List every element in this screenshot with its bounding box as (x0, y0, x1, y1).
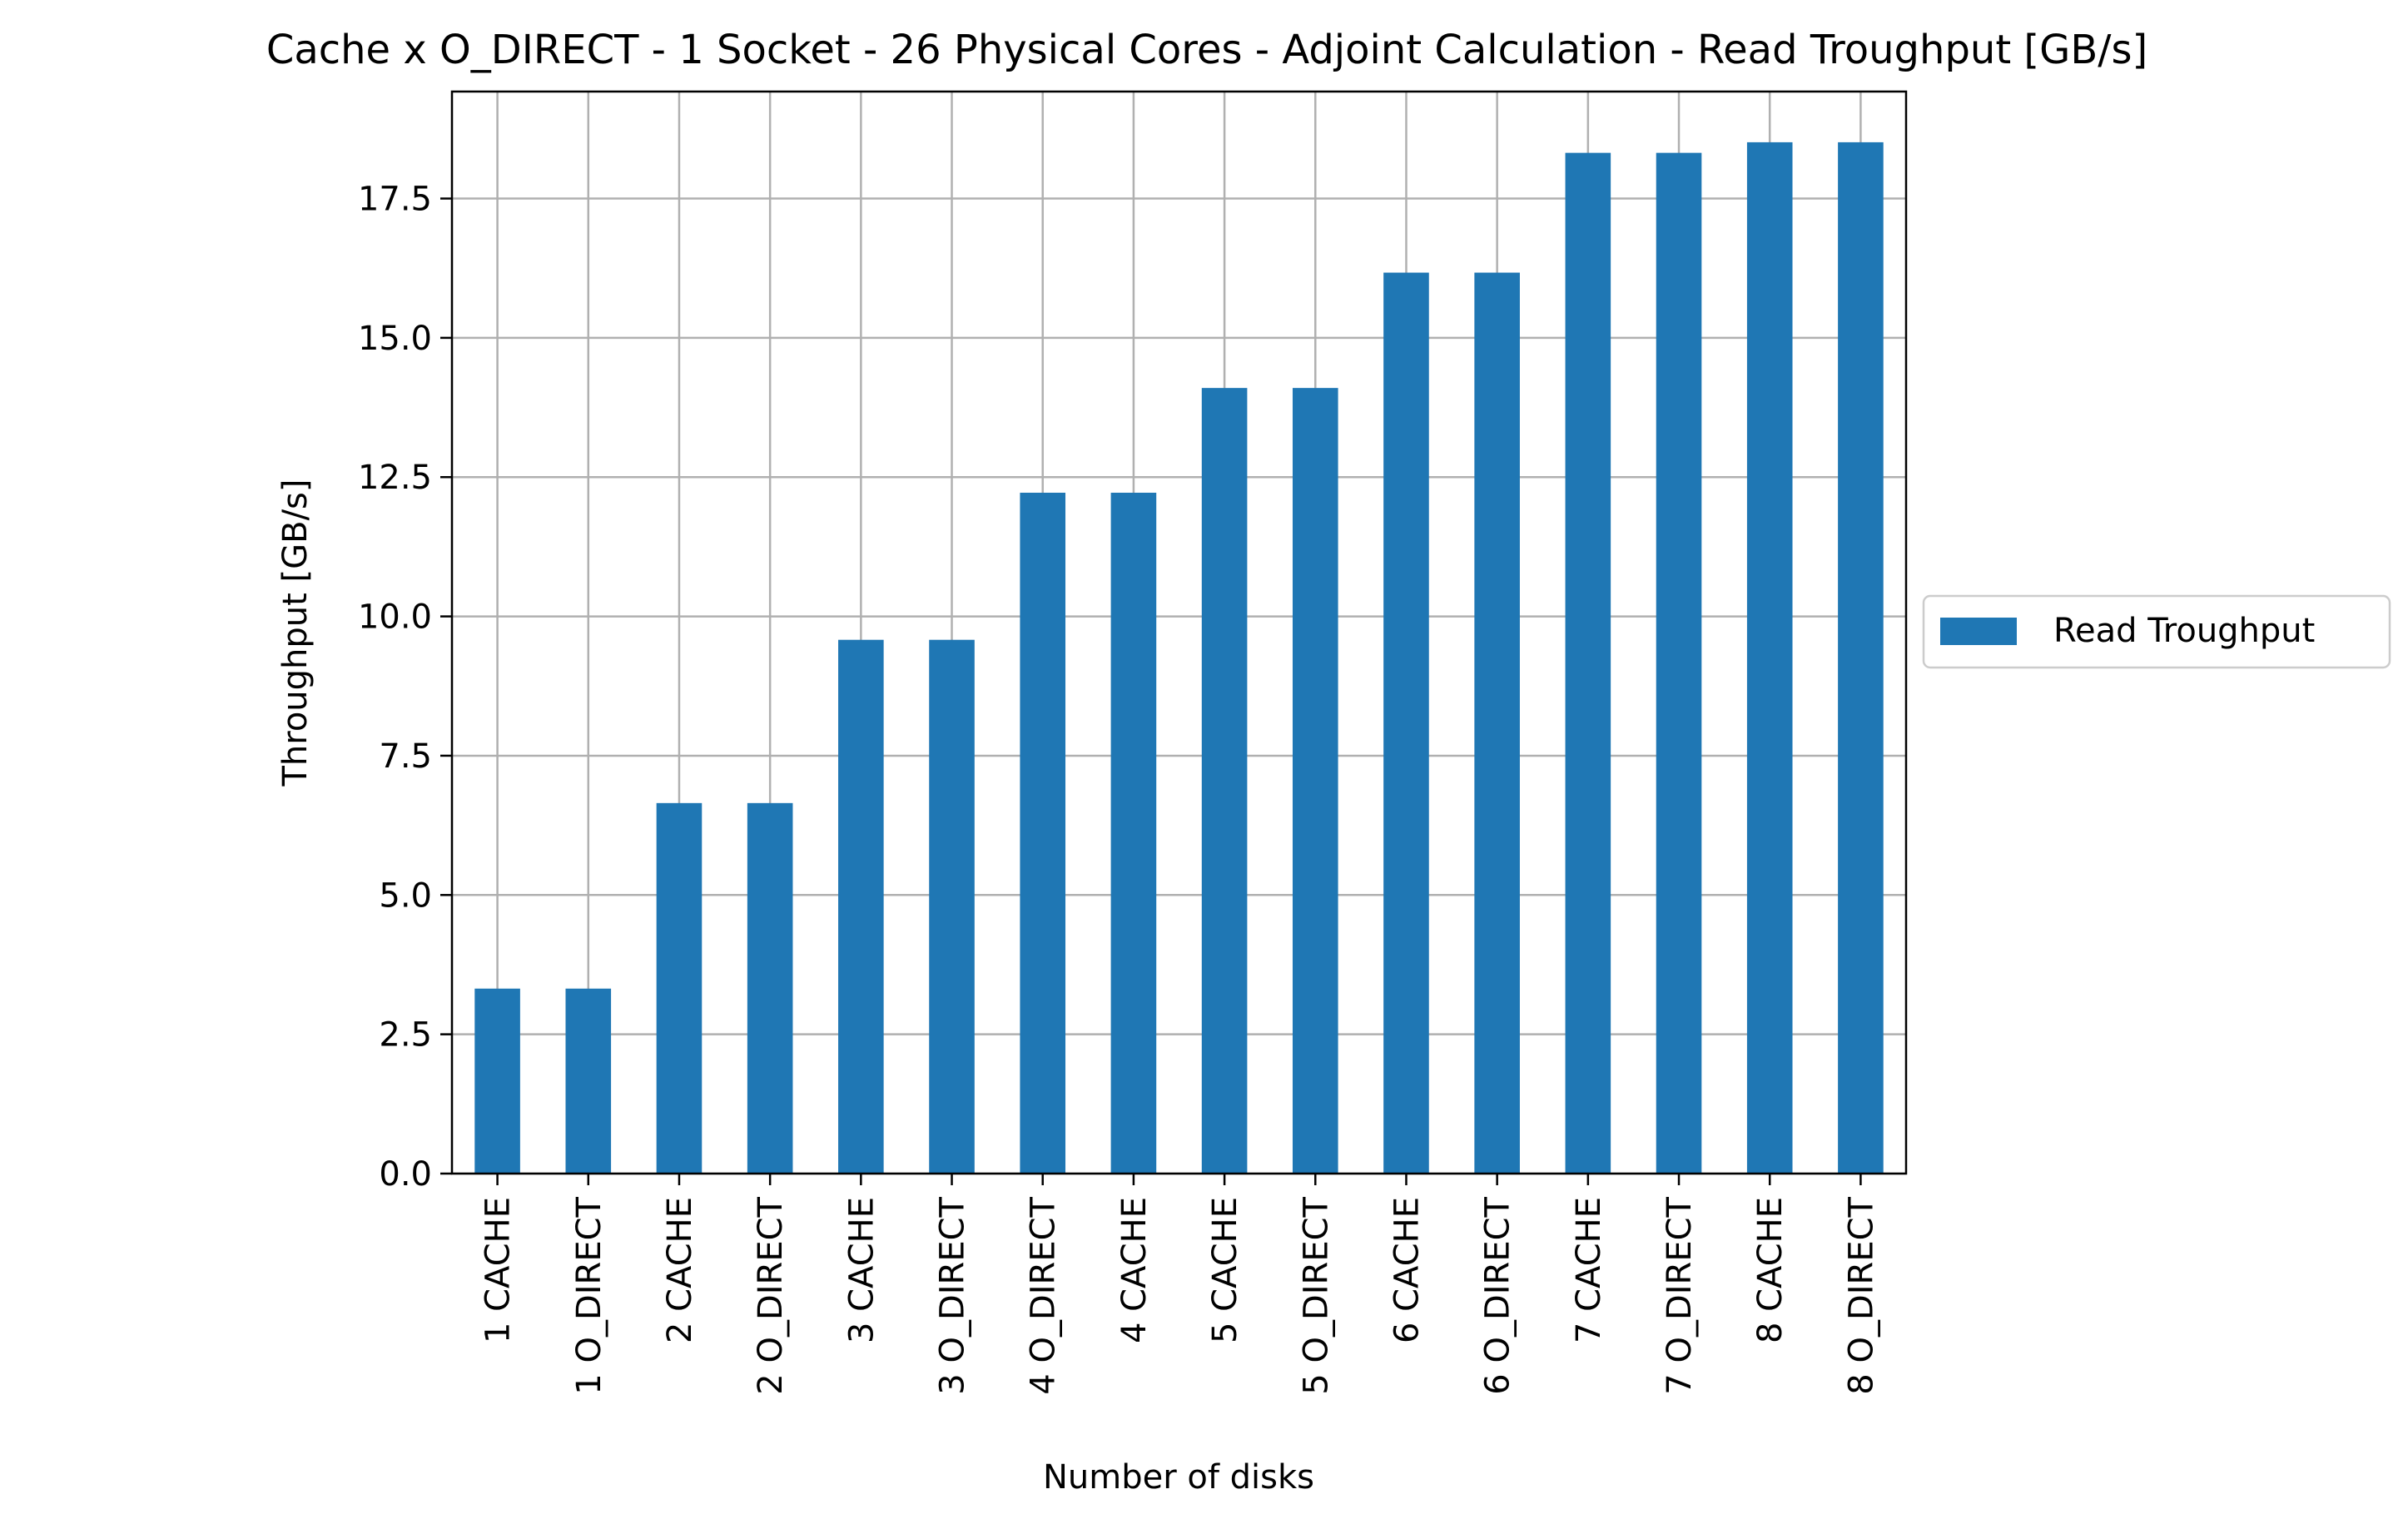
legend-entry-read-troughput: Read Troughput (2053, 612, 2315, 650)
x-tick-label: 7 O_DIRECT (1661, 1196, 1699, 1394)
x-tick-label: 2 O_DIRECT (752, 1196, 790, 1394)
x-tick-label: 4 CACHE (1115, 1197, 1154, 1343)
y-tick-label: 7.5 (379, 737, 432, 776)
x-tick-label: 4 O_DIRECT (1025, 1196, 1063, 1394)
y-tick-label: 15.0 (358, 320, 432, 358)
y-tick-label: 12.5 (358, 459, 432, 497)
plot-frame (450, 90, 1908, 1175)
y-tick-label: 10.0 (358, 598, 432, 637)
x-tick-label: 6 CACHE (1388, 1197, 1426, 1343)
x-tick-label: 1 O_DIRECT (570, 1196, 608, 1394)
x-tick-label: 3 CACHE (842, 1197, 881, 1343)
bar (1474, 272, 1520, 1174)
x-axis-ticks: 1 CACHE 1 O_DIRECT 2 CACHE 2 O_DIRECT 3 CACH… (479, 1174, 1880, 1395)
legend-frame (1922, 594, 2391, 669)
x-tick-label: 8 CACHE (1751, 1197, 1790, 1343)
x-tick-label: 5 CACHE (1206, 1197, 1244, 1343)
chart-title: Cache x O_DIRECT - 1 Socket - 26 Physica… (266, 27, 2147, 73)
x-tick-label: 7 CACHE (1570, 1197, 1608, 1343)
x-tick-label: 5 O_DIRECT (1297, 1196, 1335, 1394)
bars-layer (474, 141, 1884, 1174)
y-tick-label: 17.5 (358, 181, 432, 219)
legend-swatch (1940, 618, 2017, 645)
x-tick-label: 6 O_DIRECT (1479, 1196, 1517, 1394)
bar (838, 639, 884, 1174)
bar (747, 802, 793, 1174)
bar (1383, 272, 1429, 1174)
bar (474, 988, 520, 1174)
bar (1020, 492, 1066, 1174)
bar (1292, 388, 1338, 1174)
bar (1746, 141, 1793, 1174)
bar (929, 639, 975, 1174)
x-tick-label: 3 O_DIRECT (934, 1196, 972, 1394)
bar (1565, 152, 1611, 1174)
y-axis-title: Throughput [GB/s] (276, 479, 315, 787)
bar (1838, 141, 1884, 1174)
y-tick-label: 5.0 (379, 876, 432, 915)
bar (1656, 152, 1702, 1174)
x-tick-label: 2 CACHE (661, 1197, 699, 1343)
x-tick-label: 1 CACHE (479, 1197, 518, 1343)
bar (656, 802, 703, 1174)
y-tick-label: 0.0 (379, 1155, 432, 1194)
bar (1110, 492, 1157, 1174)
legend: Read Troughput (1922, 594, 2391, 669)
y-axis-ticks: 0.0 2.5 5.0 7.5 10.0 12.5 15.0 17.5 (358, 181, 452, 1194)
y-tick-label: 2.5 (379, 1016, 432, 1055)
bar (1201, 388, 1248, 1174)
x-axis-title: Number of disks (1043, 1458, 1314, 1497)
x-tick-label: 8 O_DIRECT (1842, 1196, 1880, 1394)
bar (565, 988, 612, 1174)
